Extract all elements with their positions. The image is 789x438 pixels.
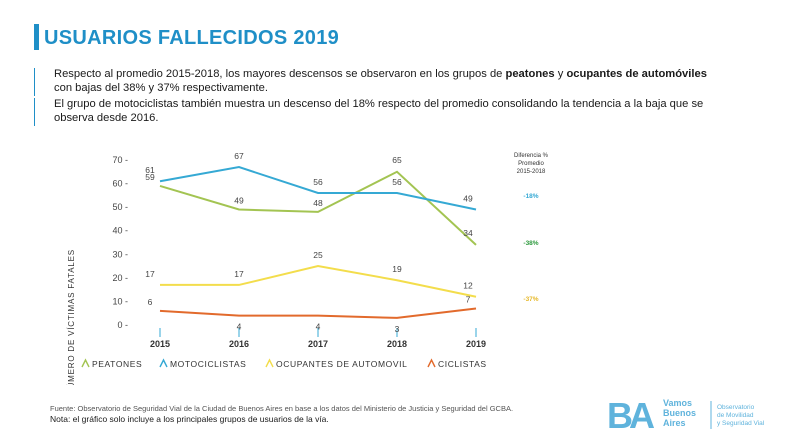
diff-value: -37% [523,296,538,303]
logo-line-1: Vamos [663,398,692,408]
data-label: 7 [466,295,471,305]
y-tick-label: 0 - [117,320,128,330]
data-label: 3 [395,324,400,334]
legend-label: PEATONES [92,359,142,369]
paragraph-1-bold-ocupantes: ocupantes de automóviles [566,68,707,80]
diff-header: Diferencia % [514,153,549,159]
x-tick-label: 2017 [308,339,328,349]
title-accent-bar [34,24,39,50]
x-tick-label: 2018 [387,339,407,349]
legend-marker [265,358,274,368]
diff-header: 2015-2018 [517,169,546,175]
logo-org-2: de Movilidad [717,412,754,419]
paragraph-accent-line [34,98,35,126]
x-tick-label: 2015 [150,339,170,349]
data-label: 67 [234,151,244,161]
logo-mark: BA [607,395,655,435]
footer-source: Fuente: Observatorio de Seguridad Vial d… [50,404,514,413]
data-label: 59 [145,172,155,182]
data-label: 17 [145,269,155,279]
y-tick-label: 10 - [112,296,128,306]
y-tick-label: 40 - [112,226,128,236]
paragraph-2-text: El grupo de motociclistas también muestr… [54,98,704,124]
series-line-ocupantes-de-automovil [160,265,477,298]
data-label: 61 [145,165,155,175]
paragraph-2: El grupo de motociclistas también muestr… [54,98,734,125]
series-line-ciclistas [159,307,477,319]
y-tick-label: 30 - [112,249,128,259]
x-tick-label: 2016 [229,339,249,349]
data-label: 4 [316,322,321,332]
paragraph-accent-line [34,68,35,96]
line-chart: NÚMERO DE VÍCTIMAS FATALES 70 -60 -50 -4… [67,151,549,385]
y-tick-label: 60 - [112,179,128,189]
logo-line-2: Buenos [663,408,696,418]
diff-value: -18% [523,193,538,200]
data-label: 48 [313,198,323,208]
y-axis-label: NÚMERO DE VÍCTIMAS FATALES [67,249,76,385]
paragraph-1-text-c: y [554,68,567,80]
data-label: 56 [392,177,402,187]
data-label: 25 [313,250,323,260]
logo-org-3: y Seguridad Vial [717,420,765,427]
paragraph-1-text-e: con bajas del 38% y 37% respectivamente. [54,81,268,94]
paragraph-1: Respecto al promedio 2015-2018, los mayo… [54,68,714,95]
legend-label: MOTOCICLISTAS [170,359,246,369]
footer-note: Nota: el gráfico solo incluye a los prin… [50,414,329,424]
data-label: 6 [148,297,153,307]
data-label: 49 [463,194,473,204]
diff-header: Promedio [518,161,544,167]
x-tick-label: 2019 [466,339,486,349]
paragraph-1-text-a: Respecto al promedio 2015-2018, los mayo… [54,68,506,80]
legend-marker [427,358,436,368]
legend-marker [159,358,168,368]
data-label: 19 [392,264,402,274]
data-label: 49 [234,196,244,206]
logo: BA Vamos Buenos Aires Observatorio de Mo… [607,395,765,435]
legend-label: OCUPANTES DE AUTOMOVIL [276,359,407,369]
data-label: 34 [463,228,473,238]
logo-line-3: Aires [663,418,686,428]
y-tick-label: 70 - [112,155,128,165]
data-label: 56 [313,177,323,187]
data-label: 4 [237,322,242,332]
diff-value: -38% [523,240,538,247]
data-label: 17 [234,269,244,279]
legend-marker [81,358,90,368]
y-tick-label: 50 - [112,202,128,212]
legend-label: CICLISTAS [438,359,487,369]
paragraph-1-bold-peatones: peatones [505,68,555,80]
page-title: USUARIOS FALLECIDOS 2019 [44,27,340,49]
y-tick-label: 20 - [112,273,128,283]
data-label: 12 [463,281,473,291]
logo-org-1: Observatorio [717,404,755,411]
data-label: 65 [392,155,402,165]
